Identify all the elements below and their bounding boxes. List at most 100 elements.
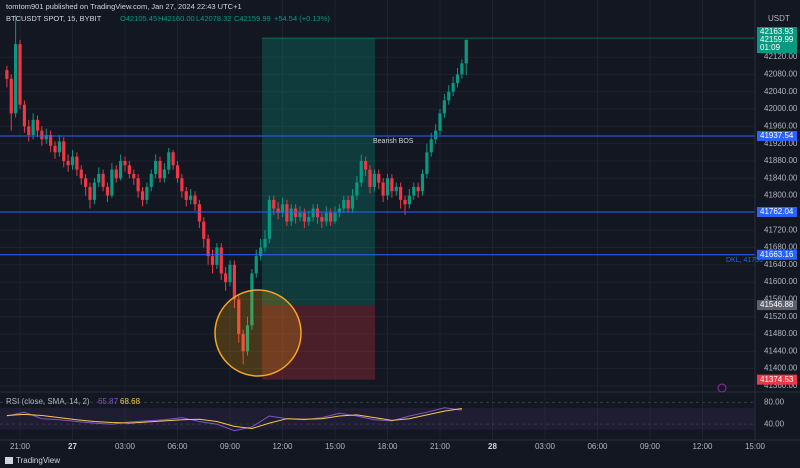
candle-body xyxy=(254,256,258,274)
y-tick-label: 41840.00 xyxy=(764,173,798,182)
candle-body xyxy=(105,186,110,196)
overlay xyxy=(0,135,755,432)
candle-body xyxy=(263,238,267,248)
price-tag xyxy=(757,35,797,46)
candle-body xyxy=(219,247,223,274)
price-tag xyxy=(757,300,797,311)
y-tick-label: 41520.00 xyxy=(764,312,798,321)
x-tick-label: 27 xyxy=(68,442,77,451)
price-tag xyxy=(757,249,797,260)
candle-body xyxy=(368,169,372,187)
rsi-band xyxy=(0,407,755,430)
candle-body xyxy=(280,204,285,213)
loss-zone xyxy=(262,305,376,380)
candle-body xyxy=(202,221,206,239)
candle-body xyxy=(158,160,162,179)
ohlc-value: L42078.32 xyxy=(196,14,231,23)
y-tick-label: 41640.00 xyxy=(764,260,798,269)
ohlc-value: +54.54 (+0.13%) xyxy=(274,14,330,23)
brand: TradingView xyxy=(16,456,60,465)
y-tick-label: 41560.00 xyxy=(764,295,798,304)
candle-body xyxy=(272,199,276,209)
candle-body xyxy=(385,178,390,196)
price-tag-label: 41374.53 xyxy=(760,375,794,384)
ohlc-value: O42105.45 xyxy=(120,14,157,23)
candle-body xyxy=(44,134,48,140)
candle-body xyxy=(420,173,425,192)
x-tick-label: 15:00 xyxy=(745,442,766,451)
candle-body xyxy=(97,173,101,183)
rsi-tick-label: 80.00 xyxy=(764,397,785,406)
candle-body xyxy=(62,141,66,161)
price-tag-label: 41937.54 xyxy=(760,131,794,140)
candle-body xyxy=(315,208,320,218)
candle-body xyxy=(329,212,333,222)
symbol: BTCUSDT SPOT, 15, BYBIT xyxy=(6,14,102,23)
y-tick-label: 41720.00 xyxy=(764,225,798,234)
candle-body xyxy=(193,195,197,205)
candle-body xyxy=(289,208,293,222)
candle-body xyxy=(136,178,140,192)
candle-body xyxy=(259,247,263,257)
candle-body xyxy=(149,173,153,187)
x-tick-label: 03:00 xyxy=(535,442,556,451)
candle-body xyxy=(88,186,92,200)
candle-body xyxy=(232,264,236,300)
candle-body xyxy=(5,70,9,79)
price-tag xyxy=(757,27,797,38)
candle-body xyxy=(14,44,18,114)
x-tick-label: 12:00 xyxy=(272,442,293,451)
y-tick-label: 41920.00 xyxy=(764,139,798,148)
candle-body xyxy=(132,173,136,179)
ohlc-value: H42160.00 xyxy=(158,14,195,23)
candle-body xyxy=(180,178,184,192)
candle-body xyxy=(189,195,193,200)
candle-body xyxy=(364,160,368,170)
countdown: 01:09 xyxy=(760,43,781,52)
candle-body xyxy=(206,238,210,257)
candle-body xyxy=(35,119,40,131)
candle-body xyxy=(70,156,75,166)
candle-body xyxy=(31,119,35,135)
candle-body xyxy=(154,160,158,174)
candle-body xyxy=(53,145,57,153)
ohlc-value: C42159.99 xyxy=(234,14,271,23)
candle-body xyxy=(451,83,455,92)
candle-body xyxy=(127,165,131,174)
y-tick-label: 41960.00 xyxy=(764,121,798,130)
y-tick-label: 41600.00 xyxy=(764,277,798,286)
candle-body xyxy=(372,173,376,187)
x-tick-label: 03:00 xyxy=(115,442,136,451)
y-tick-label: 41440.00 xyxy=(764,346,798,355)
candle-body xyxy=(75,156,79,170)
candle-body xyxy=(390,178,394,192)
x-tick-label: 06:00 xyxy=(167,442,188,451)
alert-icon[interactable] xyxy=(717,383,727,393)
x-tick-label: 28 xyxy=(488,442,497,451)
candle-body xyxy=(324,212,328,222)
candle-body xyxy=(171,152,175,166)
x-tick-label: 09:00 xyxy=(640,442,661,451)
candle-body xyxy=(442,100,446,114)
rsi-name: RSI (close, SMA, 14, 2) xyxy=(6,397,90,406)
candle-body xyxy=(167,152,171,170)
level-note: DKL, 41750 xyxy=(726,257,763,264)
candle-body xyxy=(224,273,228,283)
y-tick-label: 41880.00 xyxy=(764,156,798,165)
candle-body xyxy=(412,186,416,196)
rsi-ma-value: 68.68 xyxy=(120,397,141,406)
candle-body xyxy=(346,199,350,209)
highlight-circle xyxy=(214,289,302,377)
candle-body xyxy=(145,186,149,200)
candle-body xyxy=(464,39,468,64)
candle-body xyxy=(350,195,355,209)
candle-body xyxy=(276,208,280,213)
candle-body xyxy=(237,299,241,335)
y-tick-label: 41480.00 xyxy=(764,329,798,338)
price-tag-label: 41762.04 xyxy=(760,207,794,216)
y-tick-label: 42080.00 xyxy=(764,70,798,79)
candle-body xyxy=(381,182,385,196)
candle-body xyxy=(399,186,403,200)
x-tick-label: 18:00 xyxy=(377,442,398,451)
profit-zone xyxy=(262,38,376,306)
